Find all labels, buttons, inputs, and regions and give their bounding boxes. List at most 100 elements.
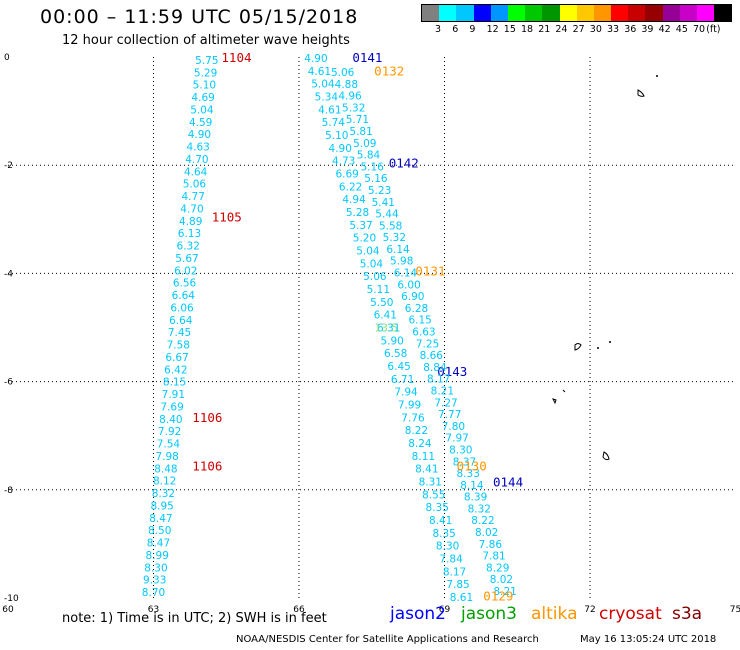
wave-height-label: 7.58 bbox=[167, 340, 190, 352]
legend-label: 45 bbox=[675, 24, 688, 35]
time-label: 1106 bbox=[192, 410, 222, 425]
wave-height-label: 7.25 bbox=[416, 338, 439, 350]
wave-height-label: 6.02 bbox=[174, 265, 197, 277]
legend-label: 27 bbox=[572, 24, 585, 35]
wave-height-label: 6.31 bbox=[377, 323, 400, 335]
time-label: 0142 bbox=[389, 155, 419, 170]
legend-swatch bbox=[456, 5, 474, 21]
wave-height-label: 6.00 bbox=[397, 279, 420, 291]
wave-height-label: 8.99 bbox=[146, 550, 169, 562]
wave-height-label: 8.15 bbox=[163, 377, 186, 389]
y-tick-label: -10 bbox=[4, 594, 19, 604]
wave-height-label: 7.27 bbox=[434, 397, 457, 409]
wave-height-label: 4.64 bbox=[184, 166, 208, 178]
wave-height-label: 4.90 bbox=[329, 143, 352, 155]
wave-height-label: 8.41 bbox=[415, 464, 438, 476]
wave-height-label: 9.33 bbox=[143, 575, 166, 587]
wave-height-label: 6.64 bbox=[169, 315, 193, 327]
legend-label: 18 bbox=[521, 24, 534, 35]
wave-height-label: 8.31 bbox=[419, 477, 442, 489]
wave-height-label: 6.71 bbox=[391, 374, 414, 386]
wave-height-label: 8.29 bbox=[486, 562, 509, 574]
wave-height-label: 8.12 bbox=[153, 476, 176, 488]
legend-label: 6 bbox=[452, 24, 459, 35]
wave-height-label: 4.90 bbox=[304, 53, 327, 65]
legend-swatch bbox=[576, 5, 594, 21]
y-tick-label: -4 bbox=[4, 269, 13, 279]
wave-height-label: 8.95 bbox=[150, 500, 173, 512]
wave-height-label: 8.17 bbox=[427, 374, 450, 386]
time-label: 0129 bbox=[483, 588, 513, 603]
legend-swatch bbox=[473, 5, 491, 21]
time-label: 0131 bbox=[415, 264, 445, 279]
wave-height-label: 4.77 bbox=[182, 191, 205, 203]
wave-height-label: 4.88 bbox=[335, 79, 358, 91]
wave-height-label: 8.37 bbox=[453, 456, 476, 468]
y-tick-label: -2 bbox=[4, 161, 13, 171]
wave-height-label: 4.63 bbox=[186, 142, 209, 154]
wave-height-label: 4.70 bbox=[185, 154, 208, 166]
island-shape bbox=[637, 89, 645, 97]
wave-height-label: 5.44 bbox=[375, 209, 399, 221]
wave-height-label: 5.09 bbox=[353, 138, 376, 150]
wave-height-label: 5.04 bbox=[190, 104, 214, 116]
wave-height-label: 7.91 bbox=[162, 389, 185, 401]
time-label: 1106 bbox=[192, 458, 222, 473]
time-label: 0141 bbox=[352, 50, 382, 65]
wave-height-label: 4.73 bbox=[332, 156, 355, 168]
wave-height-label: 8.41 bbox=[429, 515, 452, 527]
wave-height-label: 5.98 bbox=[390, 256, 413, 268]
wave-height-label: 6.14 bbox=[394, 268, 418, 280]
wave-height-label: 8.48 bbox=[154, 463, 177, 475]
wave-height-label: 8.39 bbox=[464, 492, 487, 504]
satellite-cryosat: cryosat bbox=[599, 604, 662, 624]
wave-height-label: 6.22 bbox=[339, 181, 362, 193]
wave-height-label: 8.21 bbox=[431, 385, 454, 397]
jason2-track: 4.904.615.045.344.615.745.104.904.736.69… bbox=[304, 50, 523, 604]
legend-swatch bbox=[645, 5, 663, 21]
wave-height-label: 5.20 bbox=[353, 233, 376, 245]
wave-height-label: 5.34 bbox=[315, 92, 339, 104]
legend-label: 42 bbox=[658, 24, 671, 35]
legend-label: 36 bbox=[624, 24, 637, 35]
wave-height-label: 7.81 bbox=[482, 551, 505, 563]
wave-height-label: 8.22 bbox=[405, 425, 428, 437]
wave-height-label: 7.97 bbox=[445, 433, 468, 445]
legend-label: 30 bbox=[589, 24, 602, 35]
wave-height-label: 8.17 bbox=[443, 566, 466, 578]
wave-height-label: 5.58 bbox=[379, 220, 402, 232]
x-tick-label: 66 bbox=[293, 605, 305, 615]
wave-height-label: 4.90 bbox=[188, 129, 211, 141]
satellite-jason2: jason2 bbox=[390, 604, 446, 624]
wave-height-label: 7.92 bbox=[158, 426, 181, 438]
generated-timestamp: May 16 13:05:24 UTC 2018 bbox=[580, 634, 717, 645]
wave-height-label: 5.10 bbox=[325, 130, 348, 142]
wave-height-label: 7.77 bbox=[438, 409, 461, 421]
wave-height-label: 8.32 bbox=[468, 503, 491, 515]
wave-height-label: 7.69 bbox=[160, 401, 183, 413]
wave-height-label: 5.67 bbox=[175, 253, 198, 265]
wave-height-label: 6.15 bbox=[408, 315, 431, 327]
wave-height-label: 8.30 bbox=[436, 541, 459, 553]
legend-swatch bbox=[593, 5, 612, 21]
wave-height-label: 5.16 bbox=[364, 173, 388, 185]
y-tick-label: -6 bbox=[4, 378, 13, 388]
wave-height-label: 5.28 bbox=[346, 207, 369, 219]
wave-height-label: 5.16 bbox=[360, 161, 384, 173]
legend-unit: (ft) bbox=[706, 24, 721, 35]
legend-label: 3 bbox=[435, 24, 442, 35]
island-shape bbox=[656, 75, 658, 77]
x-tick-label: 60 bbox=[2, 605, 14, 615]
time-label: 0130 bbox=[457, 458, 487, 473]
wave-height-label: 7.86 bbox=[479, 539, 503, 551]
credit-text: NOAA/NESDIS Center for Satellite Applica… bbox=[236, 634, 539, 645]
legend-label: 15 bbox=[503, 24, 516, 35]
satellite-altika: altika bbox=[531, 604, 578, 624]
time-label: 1105 bbox=[212, 210, 242, 225]
legend-label: 21 bbox=[538, 24, 551, 35]
wave-height-label: 5.06 bbox=[363, 271, 387, 283]
wave-height-label: 5.81 bbox=[349, 126, 372, 138]
wave-height-label: 5.10 bbox=[193, 80, 216, 92]
wave-height-label: 8.84 bbox=[423, 362, 447, 374]
